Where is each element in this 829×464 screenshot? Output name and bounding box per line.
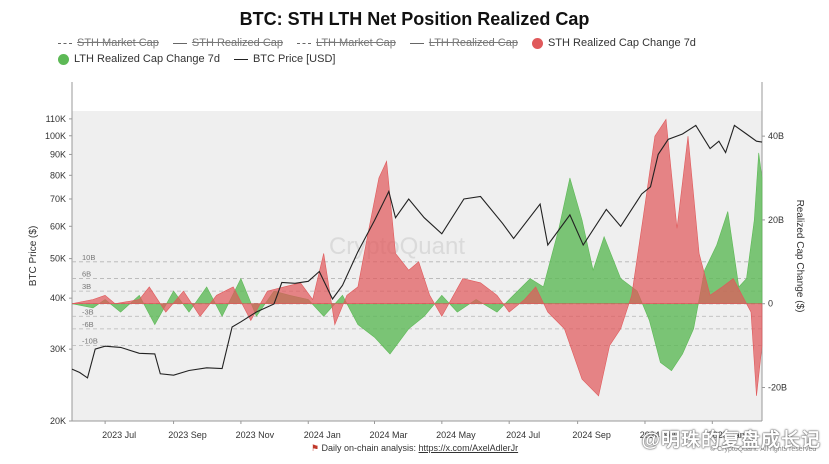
y-right-tick-label: -20B [768,382,787,392]
copyright-text: © CryptoQuant. All rights reserved [710,446,817,453]
legend-line-icon [172,42,187,44]
lth-change-area [71,152,763,372]
threshold-label: 6B [82,270,91,279]
y-right-tick-label: 40B [768,131,784,141]
footer-link[interactable]: https://x.com/AxelAdlerJr [418,443,519,453]
legend-item[interactable]: STH Realized Cap Change 7d [531,37,696,49]
legend-label: LTH Realized Cap [428,37,518,49]
legend-item[interactable]: LTH Realized Cap [409,37,518,49]
x-tick-label: 2024 Jan [304,430,341,440]
footer: ⚑ Daily on-chain analysis: https://x.com… [0,443,829,454]
x-tick-label: 2023 Sep [168,430,207,440]
y-right-tick-label: 0 [768,299,773,309]
y-right-axis-title: Realized Cap Change ($) [794,200,805,313]
legend-label: BTC Price [USD] [252,53,336,65]
y-left-axis-title: BTC Price ($) [28,226,39,287]
threshold-label: -10B [82,337,98,346]
legend-line-icon [233,58,248,60]
footer-prefix: Daily on-chain analysis: [321,443,417,453]
legend-dot-icon [58,53,69,65]
x-tick-label: 2024 May [436,430,476,440]
y-left-tick-label: 60K [50,221,66,231]
legend-label: LTH Realized Cap Change 7d [74,53,220,65]
y-left-tick-label: 100K [45,131,66,141]
btc-price-line [71,124,763,379]
overlay-caption: @明珠的复盘成长记 [641,430,821,451]
y-right-tick-label: 20B [768,215,784,225]
y-left-tick-label: 50K [50,254,66,264]
threshold-label: -3B [82,307,94,316]
legend-item[interactable]: BTC Price [USD] [233,53,336,65]
x-tick-label: 2023 Jul [102,430,136,440]
flag-icon: ⚑ [310,443,319,453]
legend-item[interactable]: STH Market Cap [58,37,159,49]
legend: STH Market Cap STH Realized Cap LTH Market… [58,37,818,65]
legend-line-icon [58,42,72,44]
legend-item[interactable]: LTH Realized Cap Change 7d [58,53,220,65]
y-left-tick-label: 80K [50,170,66,180]
x-tick-label: 2024 Mar [369,430,407,440]
legend-dot-icon [531,37,543,49]
legend-label: STH Realized Cap Change 7d [547,37,696,49]
x-tick-label: 2024 Sep [572,430,611,440]
threshold-label: 3B [82,282,91,291]
x-tick-label: 2025 Jan [708,430,745,440]
sth-change-area [71,118,763,397]
legend-label: STH Realized Cap [191,37,284,49]
x-tick-label: 2023 Nov [236,430,275,440]
y-left-tick-label: 110K [46,114,66,124]
threshold-label: -6B [82,320,94,329]
legend-label: STH Market Cap [77,37,159,49]
legend-line-icon [409,42,424,44]
x-tick-label: 2024 Jul [506,430,540,440]
y-left-tick-label: 40K [50,293,66,303]
legend-item[interactable]: LTH Market Cap [297,37,396,49]
y-left-tick-label: 70K [50,194,66,204]
y-left-tick-label: 20K [50,416,66,426]
chart-title: BTC: STH LTH Net Position Realized Cap [239,9,590,29]
legend-line-icon [297,42,312,44]
y-left-tick-label: 30K [50,344,66,354]
x-tick-label: 2024 Nov [640,430,679,440]
y-left-tick-label: 90K [50,149,66,159]
threshold-label: 10B [82,253,95,262]
legend-label: LTH Market Cap [316,37,396,49]
legend-item[interactable]: STH Realized Cap [172,37,284,49]
